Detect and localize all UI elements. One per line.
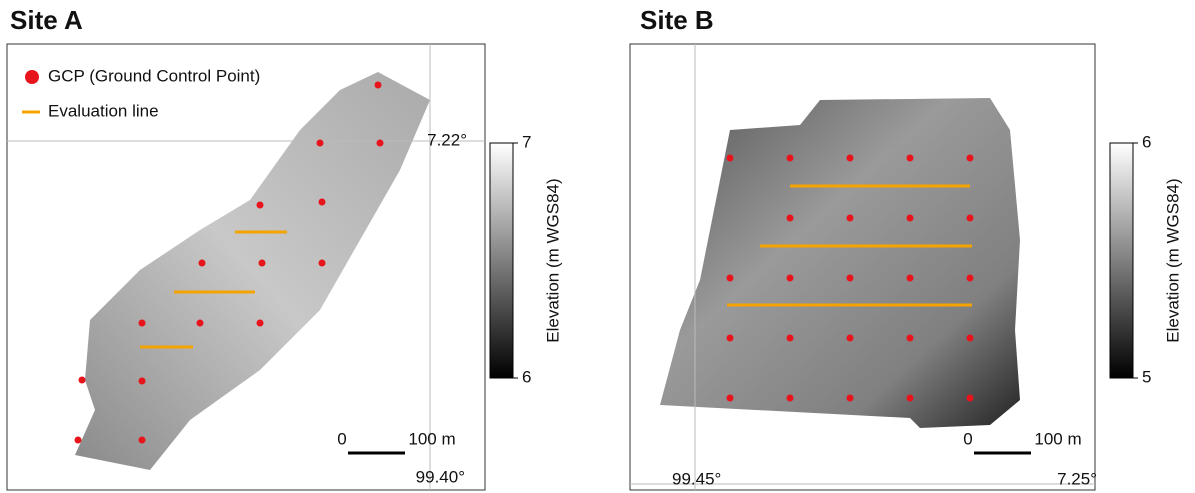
gcp [317,140,324,147]
scale-label: 100 m [408,429,455,448]
gcp [847,155,854,162]
gcp [907,275,914,282]
panel-title: Site B [640,5,714,35]
gcp [967,395,974,402]
gcp [259,260,266,267]
scale-label: 100 m [1034,429,1081,448]
colorbar [1110,143,1133,378]
gcp [847,215,854,222]
gcp [377,140,384,147]
gcp [139,378,146,385]
gcp [199,260,206,267]
gcp [787,215,794,222]
gcp [787,335,794,342]
legend-marker [25,70,39,84]
gcp [907,215,914,222]
legend-label: GCP (Ground Control Point) [48,66,260,85]
gcp [257,320,264,327]
gcp [787,395,794,402]
gcp [139,437,146,444]
gcp [787,275,794,282]
gcp [319,260,326,267]
gcp [727,395,734,402]
gcp [847,395,854,402]
gcp [79,377,86,384]
gcp [967,275,974,282]
gcp [907,395,914,402]
coord-label: 99.45° [672,469,721,488]
gcp [787,155,794,162]
elevation-map [75,72,430,470]
gcp [967,155,974,162]
colorbar-label: Elevation (m WGS84) [1163,178,1182,342]
coord-label: 7.22° [427,130,467,149]
gcp [727,335,734,342]
colorbar-tick-label: 5 [1142,367,1151,386]
colorbar-tick-label: 7 [522,132,531,151]
colorbar-tick-label: 6 [1142,132,1151,151]
gcp [257,202,264,209]
gcp [967,215,974,222]
gcp [197,320,204,327]
panel-title: Site A [10,5,83,35]
gcp [847,275,854,282]
scale-label: 0 [337,429,346,448]
gcp [907,335,914,342]
legend-label: Evaluation line [48,101,159,120]
gcp [139,320,146,327]
gcp [75,437,82,444]
coord-label: 99.40° [416,467,465,486]
gcp [907,155,914,162]
gcp [727,275,734,282]
gcp [375,82,382,89]
figure: Site A GCP (Ground Control Point) Evalua… [0,0,1195,493]
gcp [319,199,326,206]
colorbar [490,143,513,378]
gcp [847,335,854,342]
elevation-map [660,98,1020,428]
colorbar-tick-label: 6 [522,367,531,386]
scale-label: 0 [963,429,972,448]
coord-label: 7.25° [1057,469,1097,488]
gcp [967,335,974,342]
gcp [727,155,734,162]
colorbar-label: Elevation (m WGS84) [543,178,562,342]
